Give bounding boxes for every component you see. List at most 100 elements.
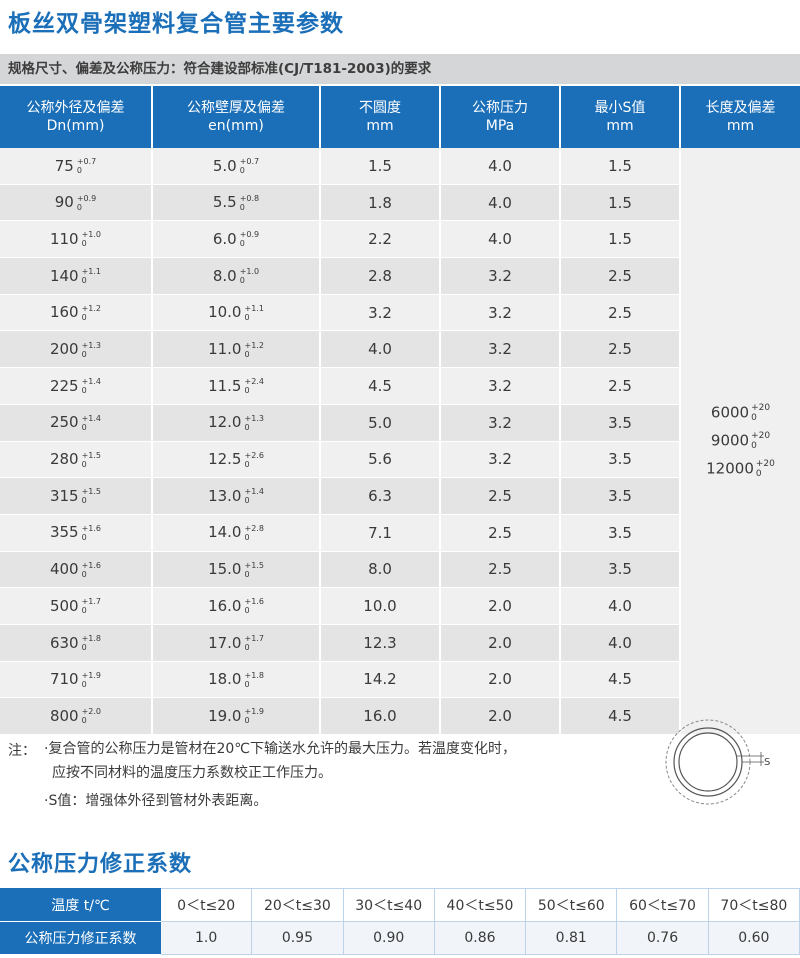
table-row: 630 +1.8 0 17.0 +1.7 0 12.3 2.0 4.0 (0, 624, 800, 662)
cell-en: 13.0 +1.4 0 (152, 477, 321, 515)
cell-en: 11.0 +1.2 0 (152, 330, 321, 369)
dn-tolerance: +0.7 0 (76, 157, 97, 176)
cell-min-s: 1.5 (560, 184, 681, 222)
table-row: 400 +1.6 0 15.0 +1.5 0 8.0 2.5 3.5 (0, 551, 800, 589)
coef-section-title: 公称压力修正系数 (8, 852, 193, 877)
cell-en: 10.0 +1.1 0 (152, 294, 321, 332)
table-row: 500 +1.7 0 16.0 +1.6 0 10.0 2.0 4.0 (0, 587, 800, 625)
table-row: 160 +1.2 0 10.0 +1.1 0 3.2 3.2 2.5 (0, 294, 800, 332)
cell-pressure: 3.2 (440, 441, 561, 479)
dn-tolerance: +0.9 0 (76, 193, 97, 212)
cell-ovality: 14.2 (320, 661, 441, 699)
length-tolerance: +20 0 (751, 403, 771, 423)
table-row: 280 +1.5 0 12.5 +2.6 0 5.6 3.2 3.5 (0, 441, 800, 479)
table-row: 140 +1.1 0 8.0 +1.0 0 2.8 3.2 2.5 (0, 257, 800, 295)
cell-pressure: 4.0 (440, 220, 561, 259)
cell-dn: 710 +1.9 0 (0, 661, 153, 699)
dn-tolerance: +1.5 0 (81, 487, 102, 506)
cell-dn: 140 +1.1 0 (0, 257, 153, 295)
en-tolerance: +2.6 0 (244, 450, 264, 469)
coefficient-value-cell: 0.60 (707, 921, 800, 955)
table-row: 75 +0.7 0 5.0 +0.7 0 1.5 4.0 1.5 6000 +20 0 9000 +20 0… (0, 148, 800, 735)
cell-dn: 500 +1.7 0 (0, 587, 153, 625)
header-en: 公称壁厚及偏差 en(mm) (152, 86, 321, 148)
cell-en: 16.0 +1.6 0 (152, 587, 321, 625)
coefficient-label: 公称压力修正系数 (0, 921, 161, 955)
header-min-s: 最小S值 mm (560, 86, 681, 148)
cell-ovality: 1.5 (320, 148, 441, 185)
cell-pressure: 2.5 (440, 477, 561, 515)
coefficient-row: 公称压力修正系数 1.0 0.95 0.90 0.86 0.81 0.76 0.60 (0, 921, 800, 955)
cell-dn: 110 +1.0 0 (0, 220, 153, 259)
diagram-s-label: S (764, 757, 770, 768)
cell-en: 8.0 +1.0 0 (152, 257, 321, 295)
en-tolerance: +1.5 0 (244, 560, 264, 579)
notes-label: 注： (8, 743, 36, 759)
cell-dn: 200 +1.3 0 (0, 330, 153, 369)
length-option: 6000 +20 0 (710, 403, 771, 423)
dn-tolerance: +1.2 0 (81, 303, 102, 322)
cell-en: 11.5 +2.4 0 (152, 367, 321, 405)
cell-ovality: 12.3 (320, 624, 441, 662)
cell-pressure: 2.0 (440, 697, 561, 735)
dn-tolerance: +1.6 0 (81, 560, 102, 579)
coefficient-value-cell: 0.90 (342, 921, 435, 955)
table-row: 250 +1.4 0 12.0 +1.3 0 5.0 3.2 3.5 (0, 404, 800, 442)
en-tolerance: +1.4 0 (244, 487, 264, 506)
cell-min-s: 3.5 (560, 551, 681, 589)
cell-pressure: 3.2 (440, 257, 561, 295)
cell-dn: 800 +2.0 0 (0, 697, 153, 735)
coefficient-value-cell: 0.81 (525, 921, 618, 955)
dn-tolerance: +1.9 0 (81, 670, 102, 689)
cell-dn: 160 +1.2 0 (0, 294, 153, 332)
coefficient-value-cell: 0.86 (433, 921, 527, 955)
cell-pressure: 2.5 (440, 514, 561, 552)
cell-min-s: 3.5 (560, 477, 681, 515)
cell-ovality: 2.2 (320, 220, 441, 259)
dn-tolerance: +1.5 0 (81, 450, 102, 469)
en-tolerance: +1.7 0 (244, 634, 264, 653)
en-tolerance: +0.9 0 (239, 230, 260, 249)
table-row: 110 +1.0 0 6.0 +0.9 0 2.2 4.0 1.5 (0, 220, 800, 259)
cell-dn: 400 +1.6 0 (0, 551, 153, 589)
cell-min-s: 1.5 (560, 220, 681, 259)
cell-en: 19.0 +1.9 0 (152, 697, 321, 735)
dn-tolerance: +1.6 0 (81, 523, 102, 542)
cell-min-s: 4.0 (560, 624, 681, 662)
en-tolerance: +1.0 0 (239, 267, 260, 286)
pipe-outer-wall (673, 727, 743, 797)
cell-min-s: 2.5 (560, 294, 681, 332)
table-row: 225 +1.4 0 11.5 +2.4 0 4.5 3.2 2.5 (0, 367, 800, 405)
dn-tolerance: +1.4 0 (81, 413, 102, 432)
spec-table: 公称外径及偏差 Dn(mm) 公称壁厚及偏差 en(mm) 不圆度 mm 公称压力 MP… (0, 86, 800, 735)
cell-en: 12.0 +1.3 0 (152, 404, 321, 442)
cell-pressure: 4.0 (440, 184, 561, 222)
cell-min-s: 2.5 (560, 257, 681, 295)
dn-tolerance: +1.4 0 (81, 377, 102, 396)
spec-header-row: 公称外径及偏差 Dn(mm) 公称壁厚及偏差 en(mm) 不圆度 mm 公称压力 MP… (0, 86, 800, 148)
cell-dn: 630 +1.8 0 (0, 624, 153, 662)
header-dn: 公称外径及偏差 Dn(mm) (0, 86, 153, 148)
dn-tolerance: +1.8 0 (81, 634, 102, 653)
cell-en: 14.0 +2.8 0 (152, 514, 321, 552)
length-tolerance: +20 0 (755, 459, 775, 479)
en-tolerance: +1.3 0 (244, 413, 264, 432)
cell-min-s: 4.5 (560, 697, 681, 735)
cell-ovality: 4.0 (320, 330, 441, 369)
temperature-range-cell: 30＜t≤40 (342, 888, 435, 922)
cell-dn: 280 +1.5 0 (0, 441, 153, 479)
cell-pressure: 4.0 (440, 148, 561, 185)
cell-ovality: 10.0 (320, 587, 441, 625)
cell-ovality: 2.8 (320, 257, 441, 295)
cell-min-s: 1.5 (560, 148, 681, 185)
cell-ovality: 6.3 (320, 477, 441, 515)
table-row: 315 +1.5 0 13.0 +1.4 0 6.3 2.5 3.5 (0, 477, 800, 515)
dn-tolerance: +1.1 0 (81, 267, 102, 286)
page-title: 板丝双骨架塑料复合管主要参数 (8, 11, 344, 37)
cell-pressure: 3.2 (440, 404, 561, 442)
cell-ovality: 7.1 (320, 514, 441, 552)
en-tolerance: +0.7 0 (239, 157, 260, 176)
coefficient-value-cell: 0.95 (251, 921, 344, 955)
cell-pressure: 2.5 (440, 551, 561, 589)
cell-ovality: 16.0 (320, 697, 441, 735)
